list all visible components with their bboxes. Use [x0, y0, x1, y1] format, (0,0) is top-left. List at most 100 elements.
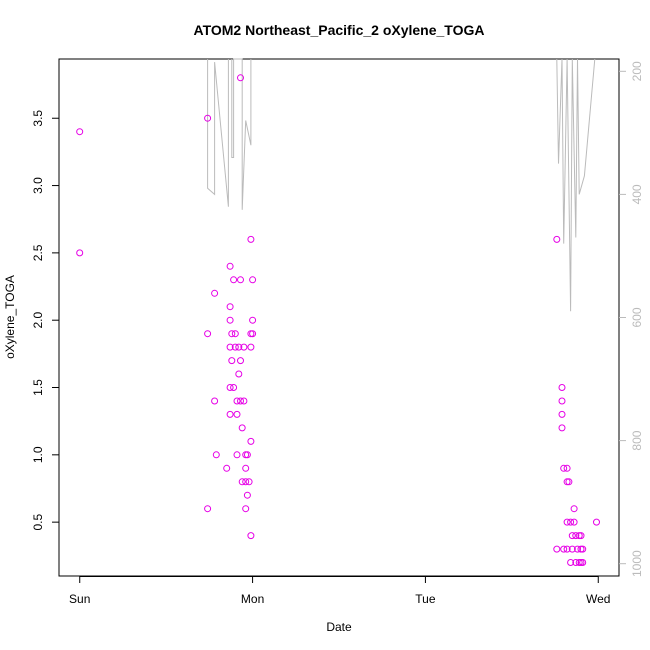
data-point: [577, 532, 585, 540]
data-point: [228, 357, 236, 365]
data-point: [568, 532, 576, 540]
data-point: [558, 384, 566, 391]
data-point: [235, 370, 243, 378]
x-tick-label: Sun: [69, 592, 90, 606]
data-point: [563, 518, 571, 526]
y-axis-label: oXylene_TOGA: [3, 275, 17, 359]
y-tick-label: 2.5: [31, 244, 45, 261]
data-point: [242, 464, 250, 472]
data-point: [567, 559, 575, 566]
data-point: [572, 532, 580, 540]
data-point: [240, 343, 248, 351]
altitude-line: [556, 58, 596, 312]
data-point: [247, 437, 255, 445]
data-point: [579, 559, 587, 566]
data-point: [579, 545, 587, 553]
y2-tick-label: 800: [630, 430, 644, 450]
data-point: [238, 424, 246, 432]
data-point: [76, 249, 84, 257]
data-point: [233, 410, 241, 418]
data-point: [233, 451, 241, 459]
data-point: [574, 545, 581, 553]
data-point: [247, 532, 255, 540]
data-point: [76, 128, 84, 136]
x-tick-label: Tue: [415, 592, 436, 606]
altitude-line: [207, 59, 229, 207]
data-point: [226, 262, 234, 270]
data-point: [226, 303, 234, 311]
y-tick-label: 1.0: [31, 446, 45, 463]
data-point: [237, 276, 244, 284]
data-point: [553, 235, 561, 243]
data-point: [228, 330, 236, 338]
data-point: [572, 559, 580, 566]
y-tick-label: 1.5: [31, 379, 45, 396]
data-point: [593, 518, 600, 526]
data-point: [560, 464, 568, 472]
y-tick-label: 3.5: [31, 110, 45, 127]
x-axis: Sun Mon Tue Wed: [69, 576, 610, 606]
data-point: [243, 451, 251, 459]
data-point: [226, 410, 234, 418]
data-point: [237, 357, 244, 365]
data-point: [212, 451, 220, 459]
x-tick-label: Wed: [586, 592, 610, 606]
y2-tick-label: 1000: [630, 550, 644, 577]
data-point: [230, 276, 238, 284]
data-point: [226, 384, 234, 391]
y-tick-label: 0.5: [31, 513, 45, 530]
data-point: [558, 397, 566, 405]
data-points: [76, 74, 600, 566]
data-point: [230, 384, 238, 391]
x-tick-label: Mon: [241, 592, 264, 606]
y2-tick-label: 200: [630, 61, 644, 81]
data-point: [235, 343, 243, 351]
data-point: [570, 518, 578, 526]
data-point: [231, 330, 239, 338]
data-point: [560, 545, 568, 553]
data-point: [211, 289, 219, 297]
data-point: [567, 518, 575, 526]
y2-axis: 200 400 600 800 1000: [619, 61, 644, 577]
data-point: [233, 397, 241, 405]
data-point: [565, 478, 573, 486]
data-point: [231, 343, 239, 351]
data-point: [249, 316, 257, 324]
data-point: [553, 545, 561, 553]
data-point: [204, 114, 212, 122]
chart-title: ATOM2 Northeast_Pacific_2 oXylene_TOGA: [194, 22, 485, 38]
y-axis: 0.5 1.0 1.5 2.0 2.5 3.0 3.5: [31, 110, 59, 530]
data-point: [249, 276, 257, 284]
plot-frame: [58, 58, 620, 577]
data-point: [226, 316, 234, 324]
y2-tick-label: 600: [630, 307, 644, 327]
data-point: [558, 410, 566, 418]
data-point: [563, 464, 571, 472]
data-point: [558, 424, 566, 432]
data-point: [568, 545, 576, 553]
data-point: [563, 545, 571, 553]
y2-tick-label: 400: [630, 184, 644, 204]
data-point: [238, 478, 246, 486]
data-point: [237, 74, 244, 82]
data-point: [223, 464, 231, 472]
x-axis-label: Date: [326, 620, 352, 634]
data-point: [249, 330, 257, 338]
y-tick-label: 2.0: [31, 312, 45, 329]
data-point: [247, 343, 255, 351]
y-tick-label: 3.0: [31, 177, 45, 194]
data-point: [237, 397, 244, 405]
data-point: [247, 235, 255, 243]
data-point: [242, 478, 250, 486]
data-point: [242, 505, 250, 513]
data-point: [204, 330, 212, 338]
data-point: [245, 478, 253, 486]
data-point: [570, 505, 578, 513]
data-point: [211, 397, 219, 405]
altitude-line: [231, 58, 252, 210]
data-point: [240, 397, 248, 405]
altitude-lines: [207, 58, 596, 312]
data-point: [226, 343, 234, 351]
data-point: [243, 491, 251, 499]
